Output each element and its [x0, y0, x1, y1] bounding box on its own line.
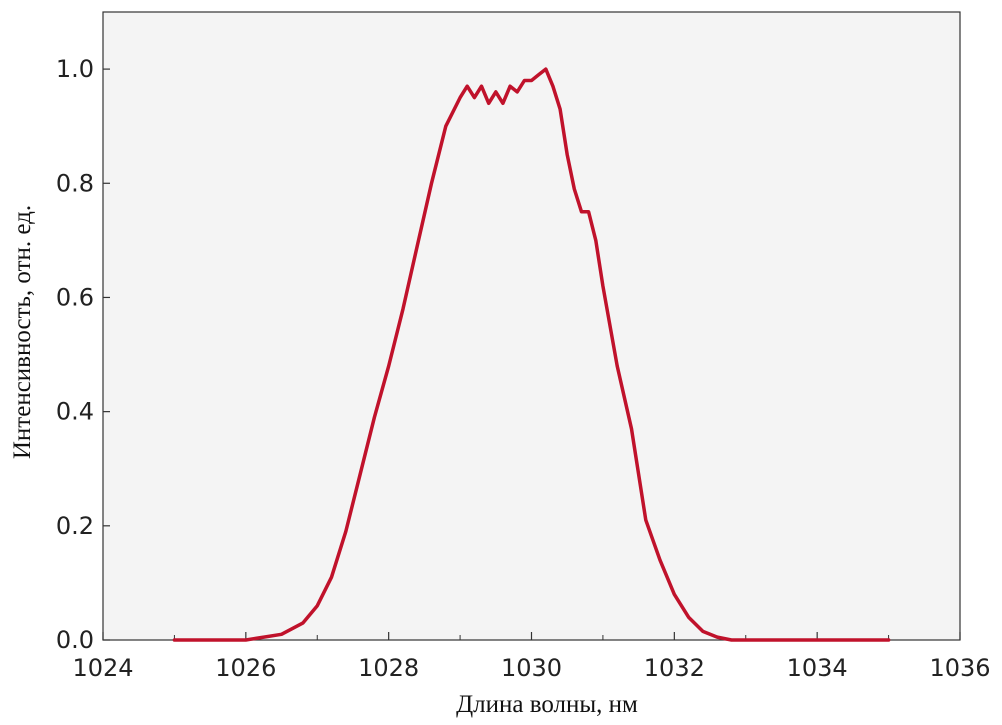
x-tick-label: 1032	[644, 654, 705, 682]
x-axis: 1024 1026 1028 1030 1032 1034 1036	[72, 632, 991, 682]
plot-area	[102, 11, 961, 641]
x-axis-title: Длина волны, нм	[456, 691, 638, 718]
x-tick-label: 1036	[929, 654, 990, 682]
y-axis-title: Интенсивность, отн. ед.	[9, 205, 36, 459]
x-tick-label: 1030	[501, 654, 562, 682]
x-tick-label: 1026	[215, 654, 276, 682]
y-tick-label: 0.8	[56, 169, 94, 197]
y-axis: 0.0 0.2 0.4 0.6 0.8 1.0	[56, 55, 110, 654]
y-tick-label: 1.0	[56, 55, 94, 83]
x-tick-label: 1028	[358, 654, 419, 682]
x-tick-label: 1024	[72, 654, 133, 682]
y-tick-label: 0.6	[56, 283, 94, 311]
series-layer	[172, 67, 891, 642]
y-tick-label: 0.2	[56, 512, 94, 540]
x-tick-label: 1034	[787, 654, 848, 682]
spectrum-line	[172, 67, 891, 642]
y-tick-label: 0.4	[56, 398, 94, 426]
y-tick-label: 0.0	[56, 626, 94, 654]
